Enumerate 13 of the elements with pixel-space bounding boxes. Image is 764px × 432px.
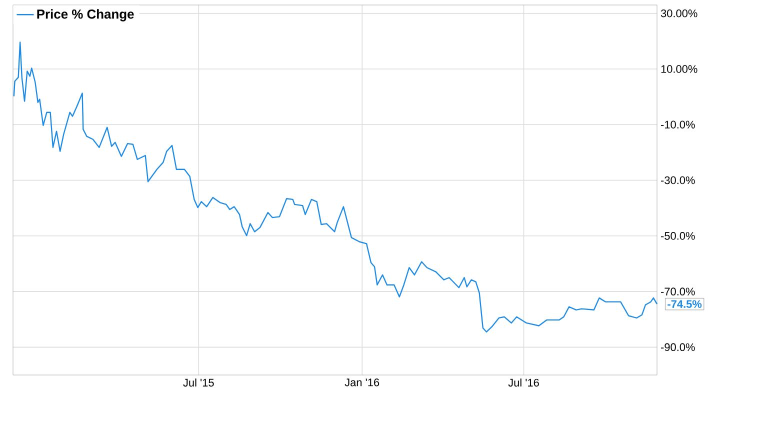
y-tick-label: 30.00% — [660, 9, 698, 18]
y-tick-label: -30.0% — [661, 176, 695, 184]
y-tick-label: -70.0% — [661, 288, 695, 296]
y-tick-label: -10.0% — [661, 120, 695, 129]
x-tick-label: Jul '16 — [508, 378, 539, 387]
x-tick-label: Jul '15 — [183, 378, 214, 387]
annotation: -74.5% — [668, 300, 702, 308]
x-tick-label: Jan '16 — [344, 378, 380, 386]
y-tick-label: -90.0% — [661, 343, 695, 352]
y-tick-label: -50.0% — [661, 232, 695, 240]
legend-label: Price % Change — [37, 9, 134, 22]
y-tick-label: 10.00% — [661, 65, 698, 73]
line-series — [13, 42, 658, 332]
